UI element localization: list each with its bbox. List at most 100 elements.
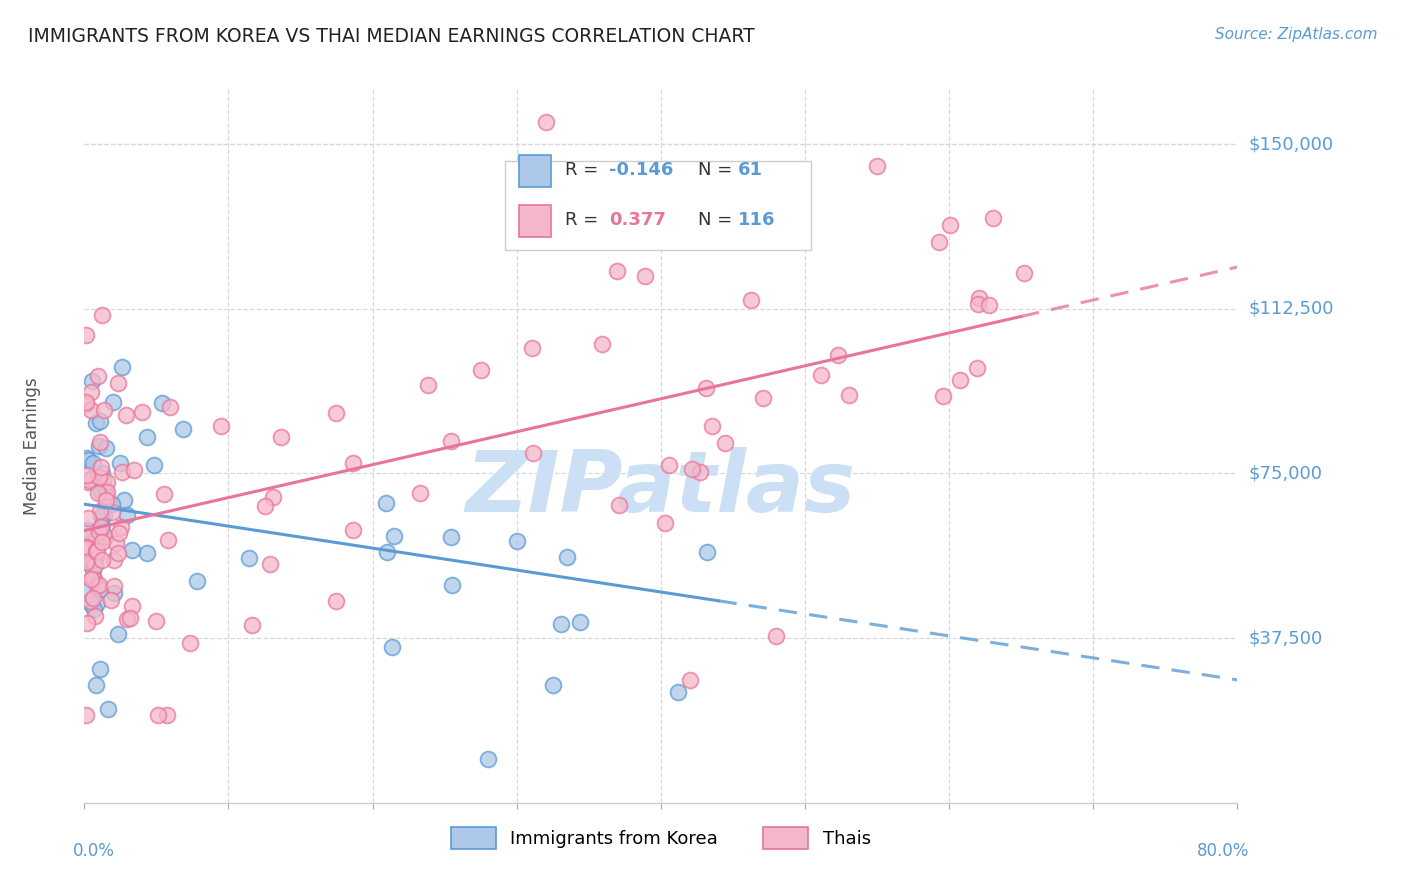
Point [928, 235, 950, 249]
Text: Median Earnings: Median Earnings [24, 377, 42, 515]
Point [375, 545, 398, 559]
Point [75, 394, 97, 409]
Legend: Immigrants from Korea, Thais: Immigrants from Korea, Thais [443, 820, 879, 856]
Point [949, 373, 972, 387]
Point [145, 615, 167, 629]
Point [131, 405, 153, 419]
Point [94, 482, 117, 496]
Text: 61: 61 [738, 161, 763, 178]
Point [100, 593, 122, 607]
Point [981, 211, 1004, 226]
Point [82, 563, 104, 577]
Point [75, 327, 97, 342]
Point [979, 298, 1001, 312]
Point [75, 396, 97, 410]
Point [555, 549, 578, 564]
Point [112, 493, 135, 508]
Point [90, 508, 112, 523]
Point [124, 463, 146, 477]
Text: $150,000: $150,000 [1249, 135, 1333, 153]
Point [96, 475, 118, 489]
Point [591, 336, 613, 351]
Point [76, 467, 98, 482]
Point [91, 308, 114, 322]
Point [121, 599, 143, 613]
Text: $112,500: $112,500 [1249, 300, 1334, 318]
Point [101, 504, 124, 518]
Point [658, 458, 681, 472]
Point [79, 553, 101, 567]
Point [80, 472, 103, 486]
Point [939, 219, 962, 233]
Point [606, 263, 628, 277]
Point [89, 662, 111, 676]
Point [94, 489, 117, 503]
Point [90, 552, 112, 566]
Text: N =: N = [697, 211, 733, 228]
Point [94, 530, 117, 544]
Point [87, 369, 110, 384]
Point [83, 558, 105, 573]
Point [77, 473, 100, 487]
Point [681, 462, 703, 476]
Point [932, 389, 955, 403]
Point [679, 673, 702, 687]
Point [568, 615, 591, 629]
Point [520, 341, 543, 355]
Point [77, 452, 100, 467]
Point [89, 524, 111, 539]
Point [967, 297, 990, 311]
Point [172, 422, 194, 436]
Point [83, 573, 105, 587]
Point [270, 429, 292, 443]
Point [76, 475, 98, 489]
Point [115, 508, 138, 522]
Point [325, 406, 347, 420]
Point [75, 708, 97, 723]
Point [89, 470, 111, 484]
Point [87, 486, 110, 500]
Point [810, 368, 832, 383]
Point [634, 191, 657, 205]
Point [121, 543, 143, 558]
Text: 116: 116 [738, 211, 776, 228]
Point [84, 416, 107, 430]
Point [740, 293, 762, 307]
Point [253, 499, 276, 513]
Point [75, 556, 97, 570]
Point [76, 450, 98, 465]
Point [714, 435, 737, 450]
Point [118, 611, 141, 625]
Point [440, 578, 463, 592]
Point [107, 627, 129, 641]
Point [76, 555, 98, 569]
Text: N =: N = [697, 161, 733, 178]
Point [91, 519, 114, 533]
Point [186, 574, 208, 588]
Point [89, 434, 111, 449]
Point [153, 487, 176, 501]
Point [86, 596, 108, 610]
Text: $37,500: $37,500 [1249, 629, 1323, 647]
Point [440, 530, 463, 544]
Point [76, 616, 98, 631]
Point [209, 419, 232, 434]
Point [84, 544, 107, 558]
Point [838, 387, 860, 401]
Point [101, 395, 124, 409]
Point [80, 384, 103, 399]
Point [135, 430, 157, 444]
Point [86, 540, 108, 554]
Point [262, 490, 284, 504]
Point [96, 484, 118, 499]
Point [156, 708, 179, 723]
Point [543, 678, 565, 692]
Point [633, 269, 655, 284]
Point [325, 593, 347, 607]
Point [89, 582, 111, 597]
Text: R =: R = [565, 161, 599, 178]
Point [96, 442, 118, 456]
Point [90, 459, 112, 474]
Point [695, 381, 717, 395]
Point [470, 362, 492, 376]
